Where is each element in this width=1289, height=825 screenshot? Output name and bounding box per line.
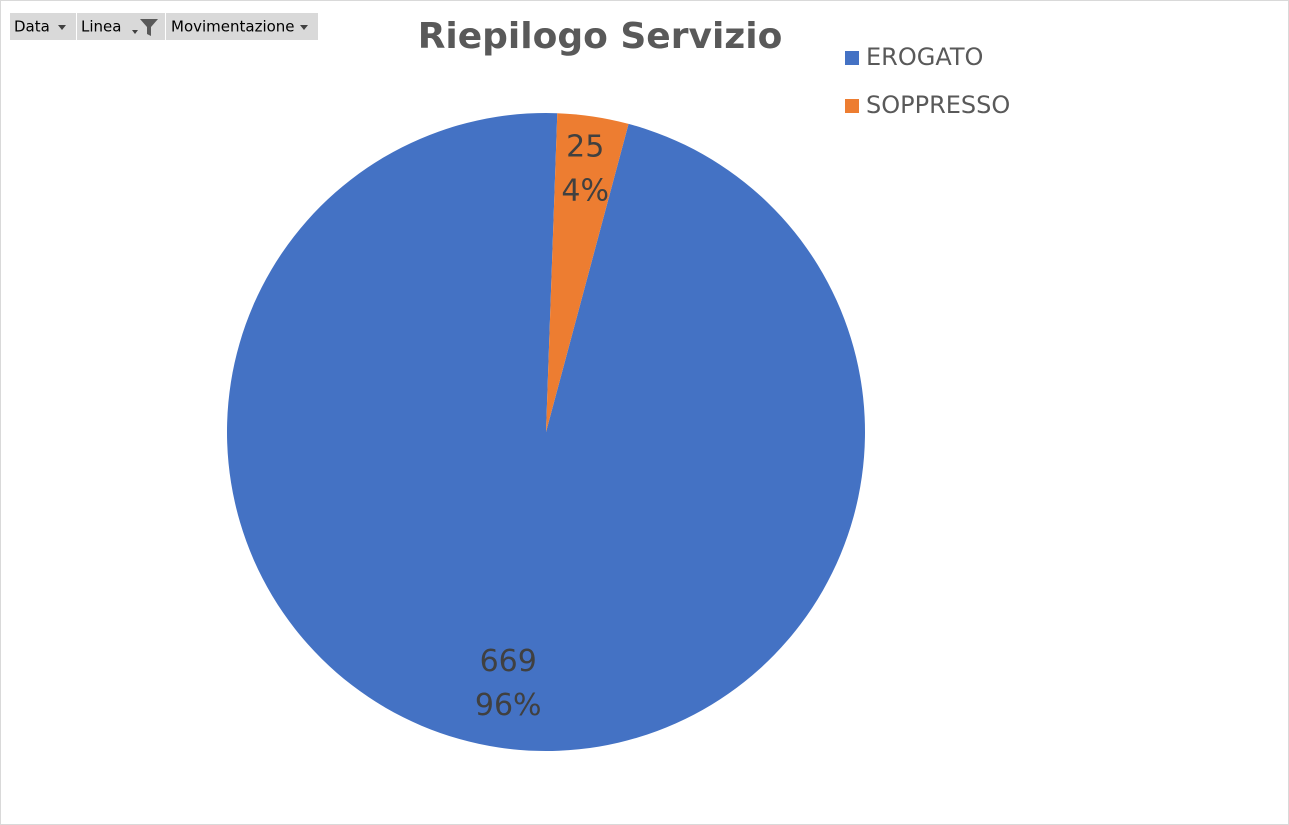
dropdown-arrow	[300, 25, 308, 30]
pie-slice	[546, 113, 629, 432]
legend-label: EROGATO	[866, 43, 983, 71]
filter-icon	[140, 19, 158, 36]
data-label-value: 669	[480, 644, 537, 679]
field-buttons: Data Linea Movimentazione	[10, 13, 318, 40]
data-label-value: 25	[566, 130, 604, 165]
data-label-percent: 4%	[561, 174, 609, 209]
data-label-percent: 96%	[475, 688, 542, 723]
legend-label: SOPPRESSO	[866, 91, 1010, 119]
field-button[interactable]	[10, 13, 76, 40]
field-button-label: Data	[14, 18, 50, 36]
field-button-label: Linea	[81, 18, 121, 36]
field-button[interactable]	[166, 13, 318, 40]
dropdown-arrow	[58, 25, 66, 30]
chart-title: Riepilogo Servizio	[418, 16, 783, 57]
field-button-label: Movimentazione	[171, 18, 295, 36]
legend-swatch	[845, 99, 859, 113]
dropdown-arrow	[132, 30, 138, 34]
legend-swatch	[845, 51, 859, 65]
